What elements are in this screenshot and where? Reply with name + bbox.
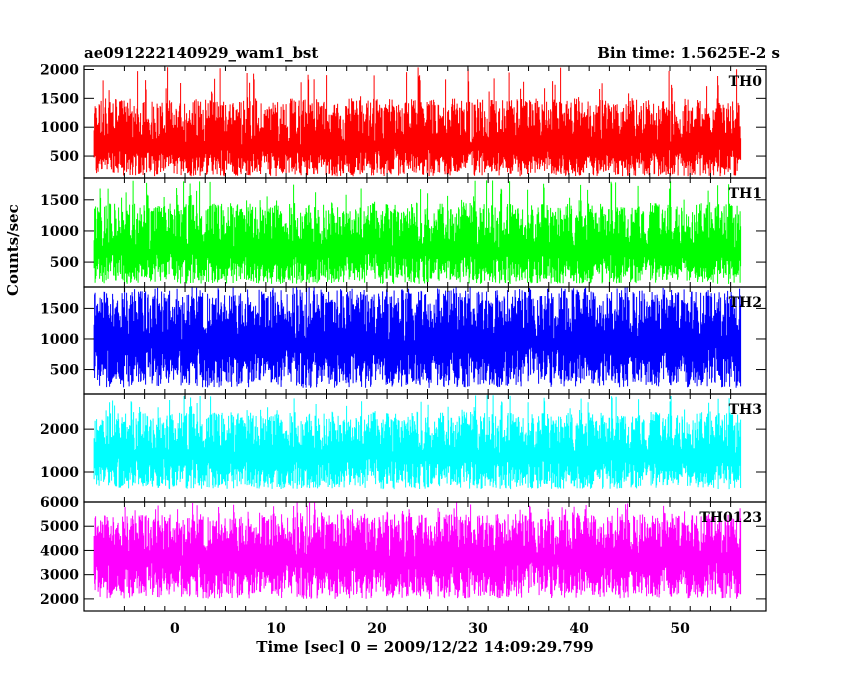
panel-label: TH2 [729,295,762,311]
y-tick-label: 4000 [40,543,79,559]
panel-label: TH1 [729,186,762,202]
panel-label: TH3 [729,402,762,418]
y-tick-label: 2000 [40,62,79,78]
y-tick-label: 1500 [40,193,79,209]
panel-th0: 500 1000 1500 2000 TH0 [40,62,767,179]
y-tick-label: 2000 [40,592,79,608]
chart-title: ae091222140929_wam1_bst [84,44,319,62]
y-tick-label: 500 [50,149,79,165]
y-tick-label: 2000 [40,422,79,438]
series-th1 [93,180,742,284]
series-th3 [93,395,742,490]
panel-th3: 1000 2000 TH3 [40,393,767,503]
y-tick-label: 500 [50,255,79,271]
x-tick-label: 30 [468,621,488,637]
panel-th2: 500 1000 1500 TH2 [40,286,767,395]
series-th0 [93,67,742,177]
y-tick-label: 1000 [40,332,79,348]
x-tick-label: 40 [569,621,589,637]
y-tick-label: 500 [50,363,79,379]
y-tick-label: 3000 [40,568,79,584]
panel-label: TH0123 [699,510,762,526]
x-tick-label: 10 [266,621,286,637]
panel-frame [83,501,767,612]
y-tick-label: 1000 [40,465,79,481]
panel-th0123: 2000 3000 4000 5000 6000 TH0123 [40,495,767,612]
panel-label: TH0 [729,74,763,90]
series-th2 [93,287,742,388]
y-tick-label: 1000 [40,224,79,240]
y-tick-label: 1500 [40,301,79,317]
y-tick-label: 1000 [40,120,79,136]
x-axis-label: Time [sec] 0 = 2009/12/22 14:09:29.799 [256,638,594,656]
x-tick-label: 0 [170,621,180,637]
bin-time-label: Bin time: 1.5625E-2 s [597,44,780,62]
y-tick-label: 1500 [40,91,79,107]
panel-th1: 500 1000 1500 TH1 [40,177,767,288]
y-tick-label: 6000 [40,495,79,511]
series-th0123 [93,502,742,599]
x-tick-label: 20 [367,621,387,637]
y-tick-label: 5000 [40,519,79,535]
x-tick-label: 50 [670,621,690,637]
